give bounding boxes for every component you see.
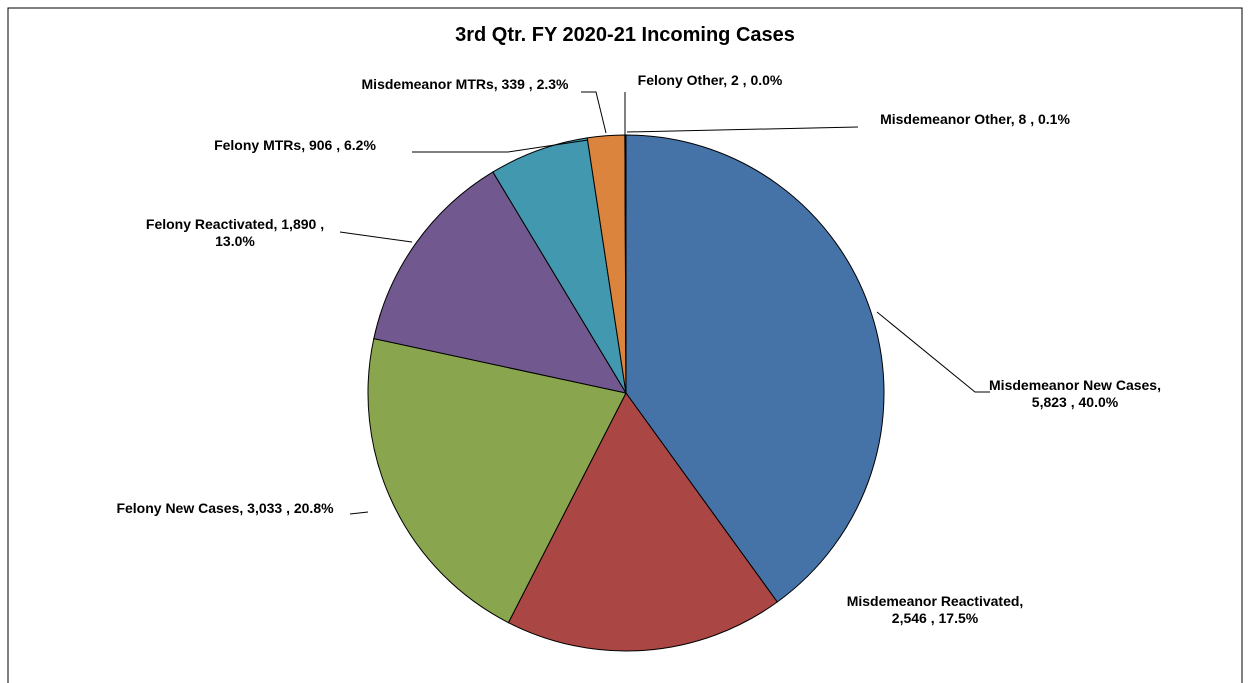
- pie-slice: [367, 338, 627, 624]
- chart-title: 3rd Qtr. FY 2020-21 Incoming Cases: [455, 24, 795, 46]
- leader-line: [339, 231, 413, 243]
- pie-slice: [625, 134, 885, 603]
- data-label: Felony New Cases, 3,033 , 20.8%: [116, 500, 334, 516]
- pie-slice: [624, 134, 627, 394]
- leader-line: [876, 311, 990, 393]
- data-label: Felony Other, 2 , 0.0%: [637, 72, 783, 88]
- pie-slice: [507, 392, 778, 652]
- chart-border: [7, 7, 1243, 683]
- data-label: Misdemeanor Reactivated, 2,546 , 17.5%: [846, 593, 1024, 626]
- leader-line: [581, 91, 607, 134]
- data-label: Misdemeanor MTRs, 339 , 2.3%: [361, 76, 569, 92]
- leader-line: [626, 126, 859, 133]
- data-label: Misdemeanor New Cases, 5,823 , 40.0%: [989, 377, 1161, 410]
- leader-line: [349, 511, 369, 515]
- pie-slice: [373, 171, 628, 394]
- data-label: Misdemeanor Other, 8 , 0.1%: [880, 111, 1070, 127]
- data-label: Felony MTRs, 906 , 6.2%: [214, 137, 376, 153]
- leader-line: [412, 139, 589, 153]
- data-label: Felony Reactivated, 1,890 , 13.0%: [145, 216, 325, 249]
